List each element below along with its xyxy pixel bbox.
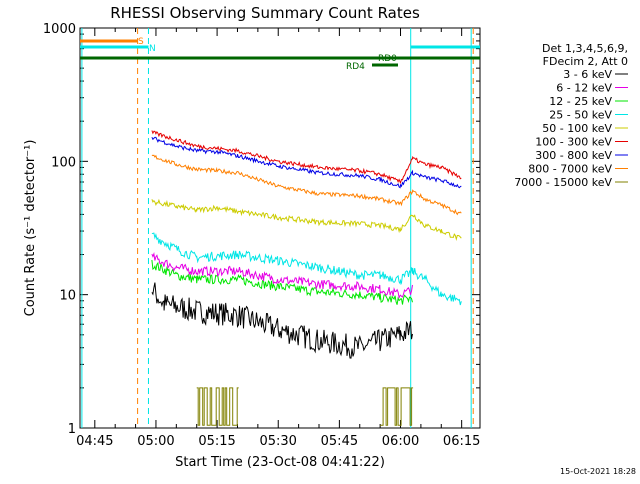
flag-annotation-rd4: RD4 <box>346 62 365 72</box>
series-line-12-25kev <box>151 259 413 305</box>
series-line-6-12kev <box>151 251 413 300</box>
legend-header-line: Det 1,3,4,5,6,9, <box>542 42 628 55</box>
x-tick-label: 06:00 <box>382 434 419 449</box>
y-tick-label: 1 <box>68 422 76 437</box>
legend-entry-label: 7000 - 15000 keV <box>514 176 612 189</box>
y-tick-label: 1000 <box>43 22 76 37</box>
x-axis-label: Start Time (23-Oct-08 04:41:22) <box>175 455 385 470</box>
x-tick-label: 06:15 <box>443 434 480 449</box>
series-line-3-6kev <box>151 282 413 359</box>
x-tick-label: 05:00 <box>137 434 174 449</box>
series-line-7000-15000-kev <box>380 387 414 426</box>
series-line-25-50kev <box>151 232 462 306</box>
x-tick-label: 05:45 <box>321 434 358 449</box>
flag-annotation-n: N <box>149 44 156 54</box>
series-line-800-7000kev <box>151 154 462 216</box>
y-axis-label: Count Rate (s⁻¹ detector⁻¹) <box>23 140 38 317</box>
series-line-100-300kev <box>151 130 462 184</box>
y-tick-label: 10 <box>59 289 76 304</box>
legend-entry-label: 50 - 100 keV <box>542 122 612 135</box>
flag-annotation-s: S <box>138 37 144 47</box>
plot-frame <box>79 27 481 429</box>
legend-entry-label: 25 - 50 keV <box>549 109 612 122</box>
legend-entry-label: 100 - 300 keV <box>535 136 612 149</box>
series-line-7000-15000-kev <box>196 387 239 426</box>
y-tick-label: 100 <box>51 155 76 170</box>
legend-header-line: FDecim 2, Att 0 <box>543 55 628 68</box>
legend-entry-label: 800 - 7000 keV <box>528 163 612 176</box>
x-tick-label: 05:15 <box>198 434 235 449</box>
x-tick-label: 05:30 <box>259 434 296 449</box>
legend-entry-label: 3 - 6 keV <box>563 68 612 81</box>
footer-timestamp: 15-Oct-2021 18:28 <box>560 467 636 476</box>
x-tick-label: 04:45 <box>76 434 113 449</box>
legend-entry-label: 6 - 12 keV <box>556 82 612 95</box>
chart-title: RHESSI Observing Summary Count Rates <box>110 4 420 22</box>
legend-entry-label: 300 - 800 keV <box>535 149 612 162</box>
series-line-300-800kev <box>151 136 462 189</box>
flag-annotation-rd0: RD0 <box>378 54 397 64</box>
series-line-50-100kev <box>151 198 462 241</box>
legend-entry-label: 12 - 25 keV <box>549 95 612 108</box>
